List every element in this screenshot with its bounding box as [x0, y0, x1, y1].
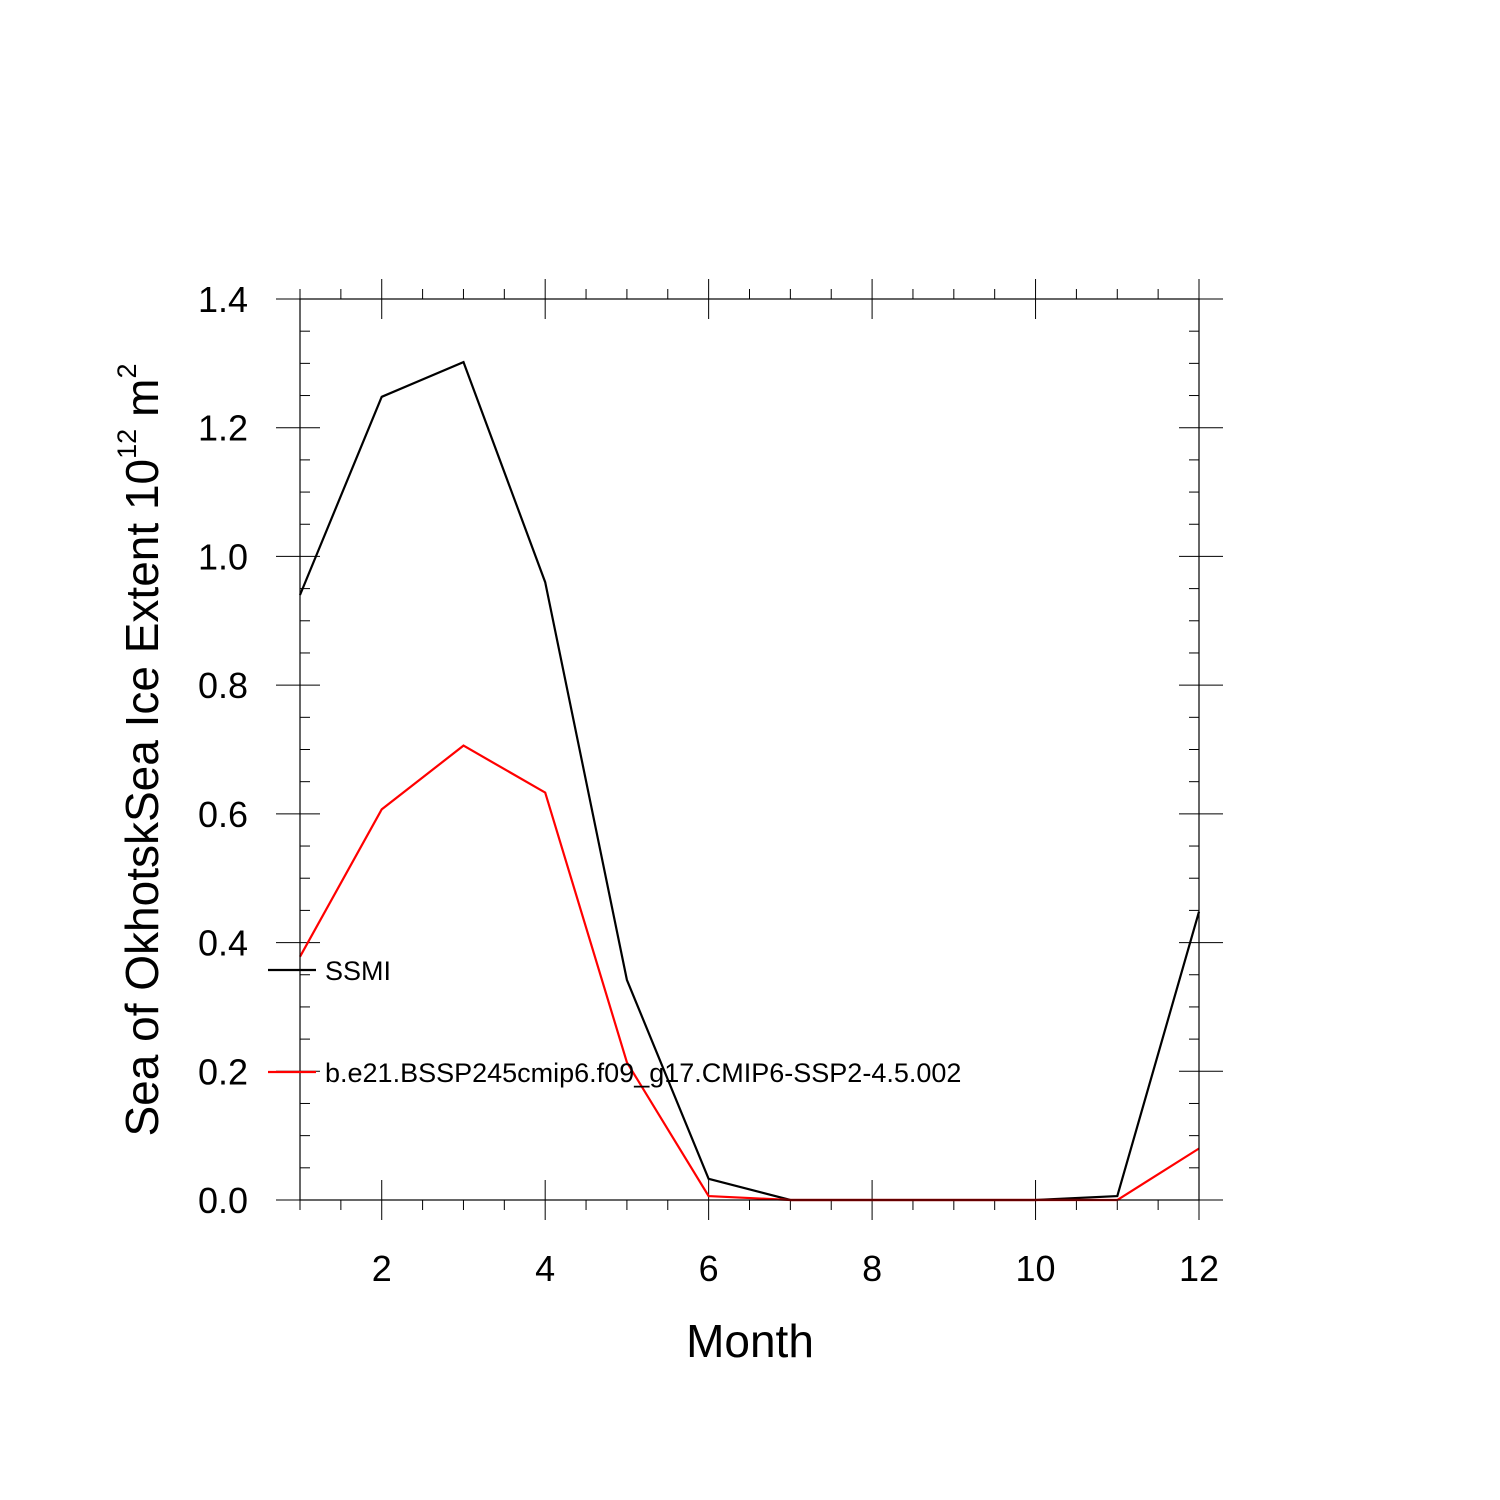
x-tick-label: 4: [535, 1248, 555, 1289]
legend-label: b.e21.BSSP245cmip6.f09_g17.CMIP6-SSP2-4.…: [325, 1058, 961, 1088]
series-line: [299, 744, 1200, 1202]
y-tick-label: 0.6: [198, 794, 248, 835]
x-tick-label: 12: [1179, 1248, 1219, 1289]
y-tick-labels: 0.0 0.2 0.4 0.6 0.8 1.0 1.2 1.4: [198, 279, 248, 1221]
y-axis-label-unit-exponent: 2: [112, 363, 142, 378]
x-axis-label: Month: [686, 1315, 814, 1367]
y-tick-label: 0.0: [198, 1180, 248, 1221]
minor-ticks: [299, 289, 1199, 1210]
x-tick-label: 10: [1016, 1248, 1056, 1289]
y-tick-label: 0.8: [198, 665, 248, 706]
y-tick-label: 0.4: [198, 923, 248, 964]
legend: SSMI b.e21.BSSP245cmip6.f09_g17.CMIP6-SSP…: [268, 956, 961, 1088]
y-tick-label: 1.0: [198, 536, 248, 577]
y-tick-label: 1.2: [198, 408, 248, 449]
x-tick-label: 6: [699, 1248, 719, 1289]
y-tick-label: 0.2: [198, 1051, 248, 1092]
y-axis-label-main: Sea of OkhotskSea Ice Extent 10: [116, 459, 168, 1137]
y-axis-label-exponent: 12: [112, 429, 142, 459]
plot-frame: [299, 298, 1200, 1201]
x-tick-label: 8: [862, 1248, 882, 1289]
y-axis-label-unit: m: [116, 379, 168, 417]
legend-label: SSMI: [325, 956, 391, 986]
y-tick-label: 1.4: [198, 279, 248, 320]
y-axis-label: Sea of OkhotskSea Ice Extent 1012 m2: [112, 363, 168, 1136]
x-tick-label: 2: [372, 1248, 392, 1289]
x-tick-labels: 2 4 6 8 10 12: [372, 1248, 1219, 1289]
